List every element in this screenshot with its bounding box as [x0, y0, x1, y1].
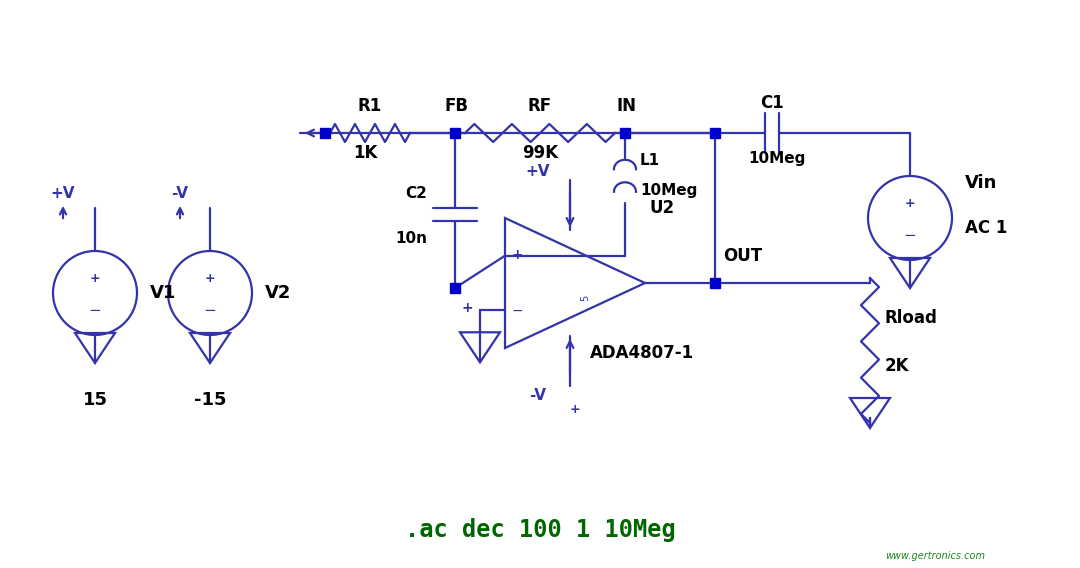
Text: 2K: 2K — [885, 357, 909, 375]
Text: -15: -15 — [193, 391, 226, 409]
Text: 5: 5 — [580, 295, 590, 301]
Text: FB: FB — [445, 97, 469, 115]
Text: 10n: 10n — [395, 231, 427, 246]
Text: AC 1: AC 1 — [966, 219, 1008, 237]
Text: C2: C2 — [405, 186, 427, 201]
Text: 1K: 1K — [353, 144, 377, 162]
Text: +V: +V — [526, 164, 550, 179]
Text: 10Meg: 10Meg — [748, 151, 806, 166]
Text: +: + — [461, 301, 473, 315]
Text: 99K: 99K — [522, 144, 558, 162]
Text: V1: V1 — [150, 284, 176, 302]
Text: +: + — [205, 272, 215, 285]
Text: +: + — [90, 272, 100, 285]
Text: C1: C1 — [760, 94, 784, 112]
Text: 15: 15 — [82, 391, 108, 409]
Text: +: + — [511, 248, 523, 262]
Text: -V: -V — [172, 186, 189, 201]
Text: −: − — [511, 304, 523, 318]
Text: -V: -V — [529, 388, 546, 403]
Text: +: + — [569, 403, 580, 416]
Text: U2: U2 — [650, 199, 675, 217]
Text: −: − — [89, 303, 102, 318]
Text: IN: IN — [617, 97, 637, 115]
Text: www.gertronics.com: www.gertronics.com — [885, 551, 985, 561]
Text: L1: L1 — [640, 153, 660, 168]
Text: +: + — [905, 197, 916, 210]
Text: OUT: OUT — [723, 247, 762, 265]
Text: Rload: Rload — [885, 309, 937, 327]
Text: −: − — [904, 228, 916, 243]
Text: Vin: Vin — [966, 174, 997, 192]
Text: −: − — [204, 303, 216, 318]
Text: R1: R1 — [357, 97, 382, 115]
Text: RF: RF — [528, 97, 552, 115]
Text: .ac dec 100 1 10Meg: .ac dec 100 1 10Meg — [405, 518, 675, 542]
Text: +V: +V — [51, 186, 76, 201]
Text: 10Meg: 10Meg — [640, 183, 698, 198]
Text: ADA4807-1: ADA4807-1 — [590, 344, 694, 362]
Text: V2: V2 — [265, 284, 292, 302]
